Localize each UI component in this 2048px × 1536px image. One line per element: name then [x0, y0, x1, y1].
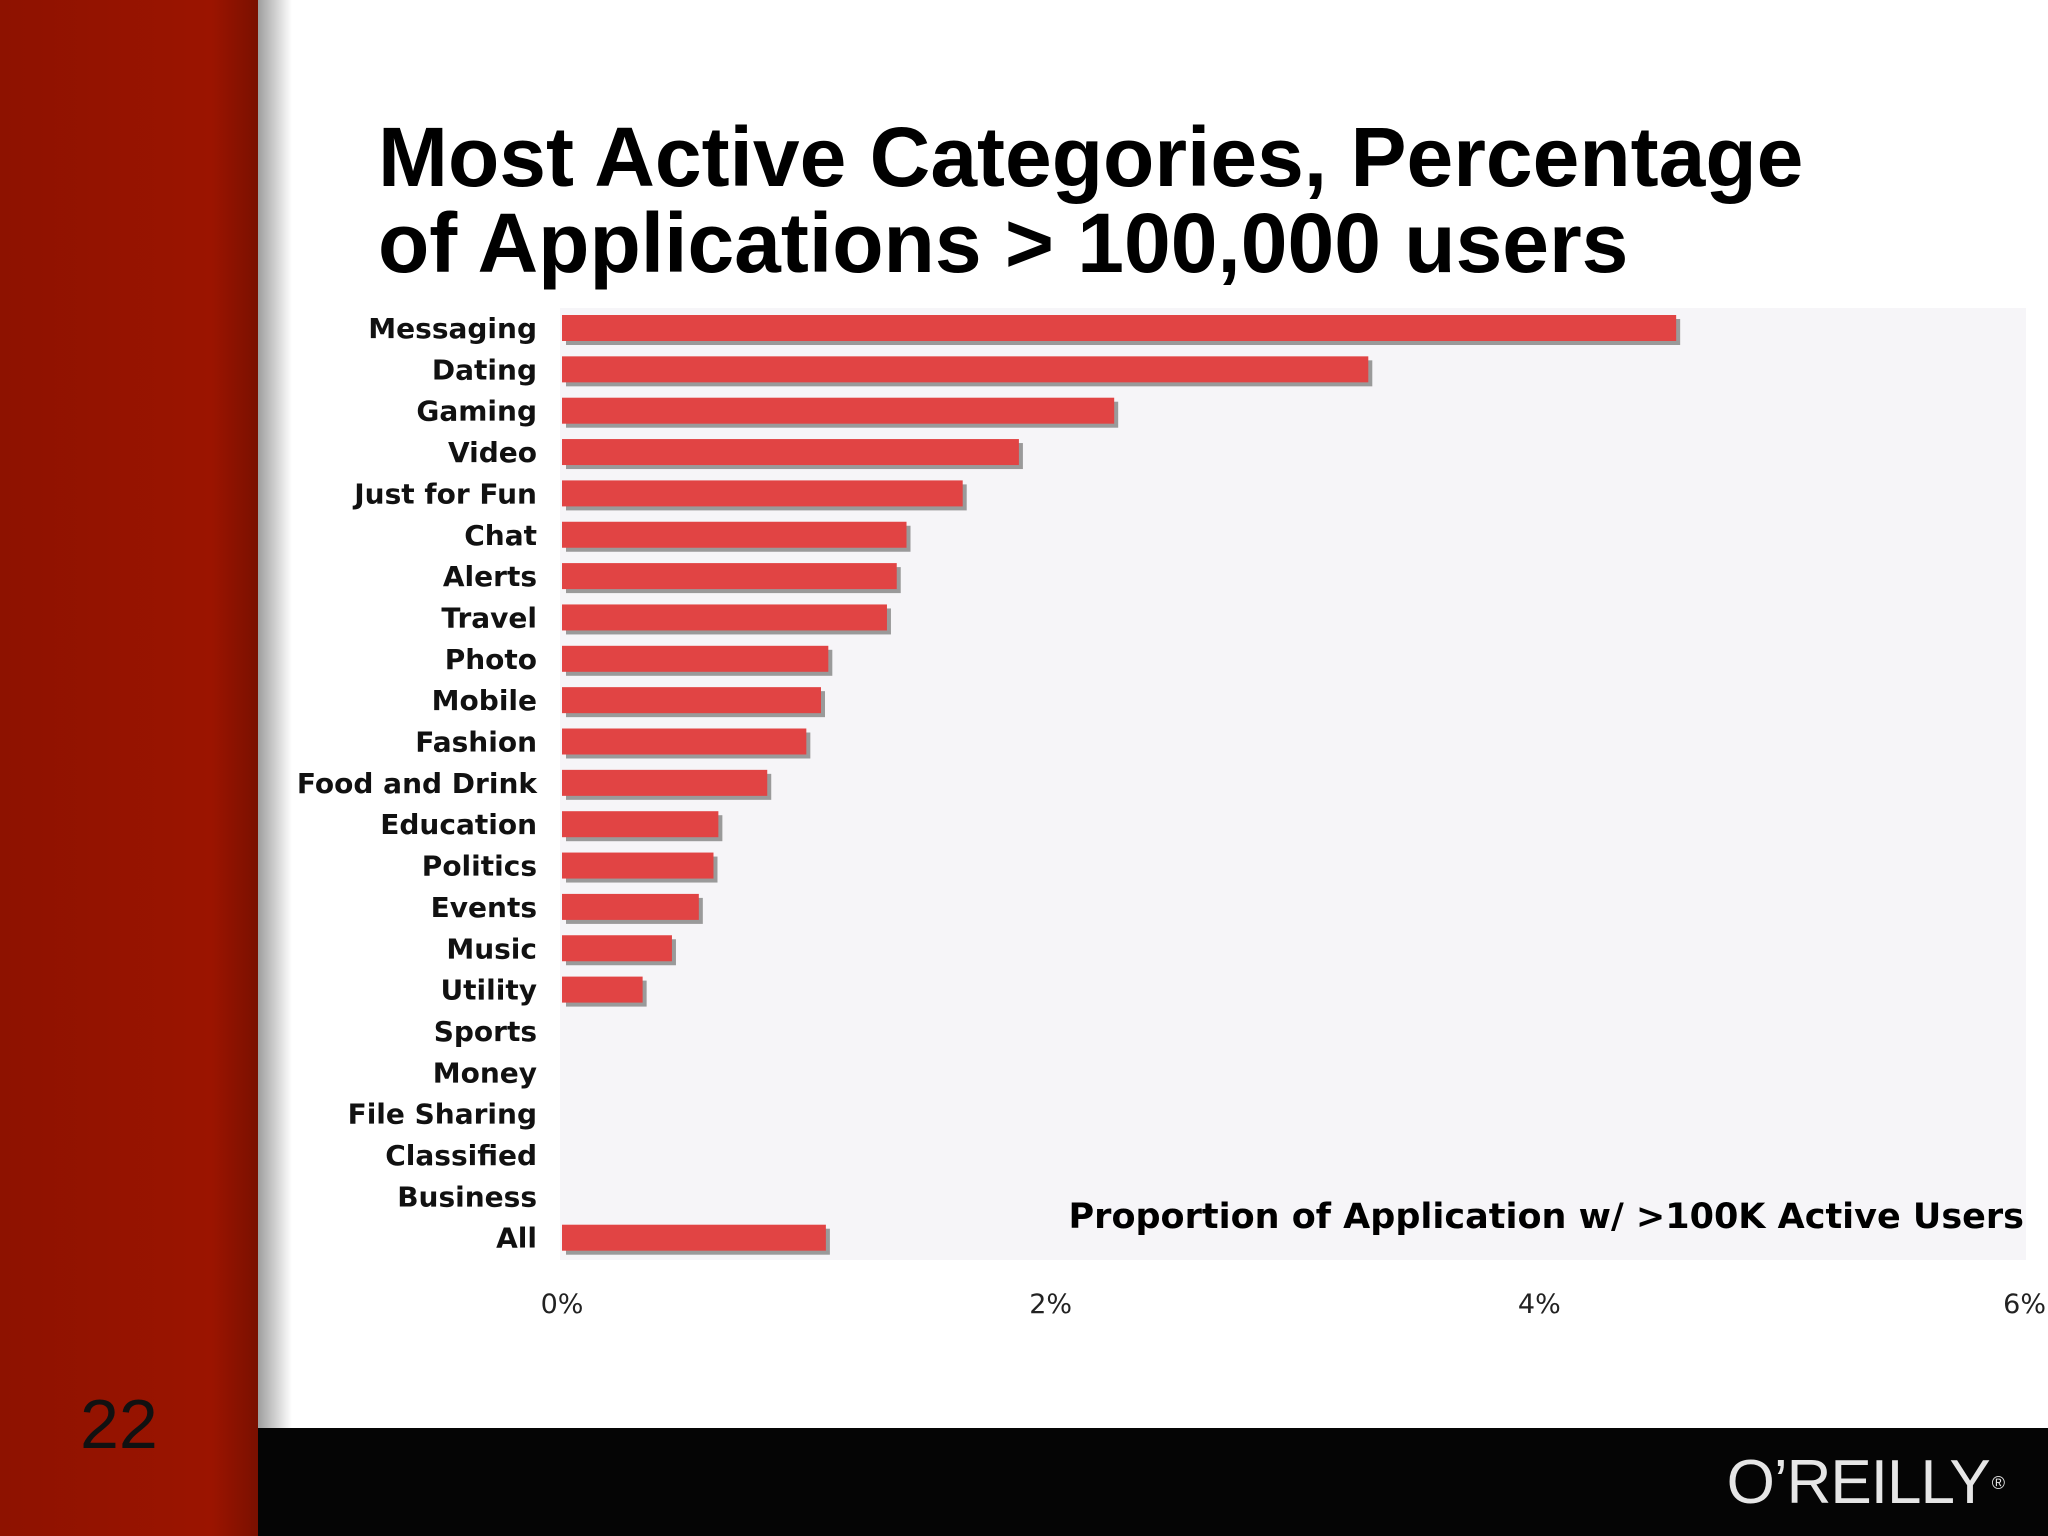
bar-gaming [562, 397, 1115, 424]
bar-all [562, 1224, 826, 1251]
x-axis-label: Proportion of Application w/ >100K Activ… [1069, 1197, 2024, 1237]
slide-title-line-2: of Applications > 100,000 users [378, 196, 1629, 290]
bar-food-and-drink [562, 769, 768, 796]
slide-sidebar [0, 0, 258, 1536]
category-label-education: Education [380, 808, 537, 841]
sidebar-shadow [258, 0, 292, 1428]
category-label-photo: Photo [445, 643, 537, 676]
category-label-events: Events [431, 891, 537, 924]
bar-education [562, 811, 719, 838]
bar-photo [562, 645, 829, 672]
category-label-food-and-drink: Food and Drink [297, 767, 538, 800]
bar-politics [562, 852, 714, 879]
bar-fashion [562, 728, 807, 755]
category-label-travel: Travel [441, 601, 537, 634]
slide-title: Most Active Categories, Percentage of Ap… [378, 114, 1978, 286]
category-label-all: All [496, 1222, 537, 1255]
x-tick-labels: 0% 2% 4% 6% [541, 1289, 2046, 1320]
bar-video [562, 439, 1019, 466]
x-tick-label: 4% [1518, 1289, 1561, 1320]
bar-music [562, 935, 672, 962]
bar-mobile [562, 687, 821, 714]
bar-alerts [562, 563, 897, 590]
logo-text: O’REILLY [1726, 1448, 1991, 1517]
category-label-just-for-fun: Just for Fun [352, 477, 537, 510]
category-label-politics: Politics [422, 850, 537, 883]
category-label-gaming: Gaming [416, 395, 537, 428]
category-label-chat: Chat [464, 519, 537, 552]
x-tick-label: 2% [1029, 1289, 1072, 1320]
category-label-sports: Sports [434, 1015, 537, 1048]
footer-bar [258, 1428, 2048, 1536]
bar-utility [562, 976, 643, 1003]
category-label-business: Business [397, 1180, 537, 1213]
category-label-money: Money [433, 1056, 537, 1089]
bar-chat [562, 521, 907, 548]
category-labels: Messaging Dating Gaming Video Just for Fun Ch… [297, 312, 538, 1255]
bar-travel [562, 604, 887, 631]
bar-just-for-fun [562, 480, 963, 507]
bars-group [562, 315, 1681, 1255]
logo-registered-mark: ® [1991, 1473, 2005, 1493]
category-label-video: Video [448, 436, 537, 469]
category-label-file-sharing: File Sharing [348, 1098, 537, 1131]
category-label-utility: Utility [440, 974, 537, 1007]
x-tick-label: 0% [541, 1289, 584, 1320]
category-label-messaging: Messaging [368, 312, 537, 345]
category-label-alerts: Alerts [443, 560, 537, 593]
bar-events [562, 893, 699, 920]
slide-title-line-1: Most Active Categories, Percentage [378, 110, 1804, 204]
bar-messaging [562, 315, 1677, 341]
category-label-classified: Classified [385, 1139, 537, 1172]
category-label-mobile: Mobile [432, 684, 537, 717]
bar-dating [562, 356, 1369, 383]
category-label-dating: Dating [432, 353, 537, 386]
category-label-music: Music [446, 932, 537, 965]
page-number: 22 [80, 1385, 158, 1463]
oreilly-logo: O’REILLY ® [1726, 1448, 2005, 1518]
category-label-fashion: Fashion [415, 726, 537, 759]
x-tick-label: 6% [2003, 1289, 2046, 1320]
